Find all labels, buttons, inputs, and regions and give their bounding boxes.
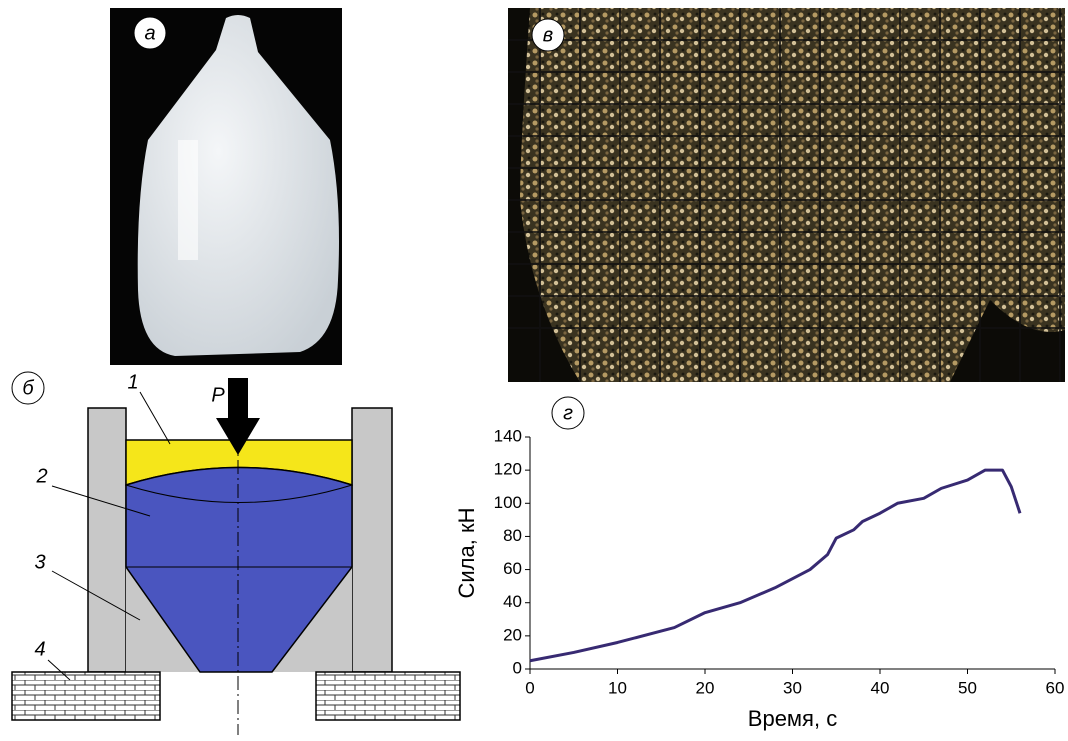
y-tick-label: 120: [494, 460, 522, 479]
y-tick-label: 40: [503, 592, 522, 611]
photo-crystal: [110, 8, 342, 365]
force-label: P: [211, 384, 225, 406]
line-series: [530, 470, 1020, 661]
x-tick-label: 20: [696, 678, 715, 697]
x-tick-label: 40: [871, 678, 890, 697]
panel-label: в: [543, 24, 553, 46]
y-tick-label: 100: [494, 493, 522, 512]
panel-label: б: [22, 377, 34, 399]
part-label: 2: [35, 465, 47, 487]
x-tick-label: 10: [608, 678, 627, 697]
y-tick-label: 60: [503, 559, 522, 578]
y-tick-label: 80: [503, 526, 522, 545]
y-tick-label: 140: [494, 426, 522, 445]
y-axis-title: Сила, кН: [454, 508, 479, 599]
x-tick-label: 0: [525, 678, 534, 697]
photo-grains: [508, 8, 1065, 382]
x-tick-label: 60: [1046, 678, 1065, 697]
y-tick-label: 20: [503, 625, 522, 644]
panel-label: а: [144, 22, 155, 44]
x-axis-title: Время, с: [748, 706, 837, 731]
y-tick-label: 0: [513, 658, 522, 677]
x-tick-label: 30: [783, 678, 802, 697]
chart: 0 20 40 60 80 100 120 140 0 10 20 30 40 50 60 Время, с С…: [454, 426, 1065, 730]
part-label: 4: [34, 638, 45, 660]
part-label: 1: [127, 371, 138, 393]
figure: а в б P 1 2 3 4 г 0 20 40 60 80 100 120 140 0 10 2…: [0, 0, 1068, 736]
part-label: 3: [34, 551, 45, 573]
press-diagram: [12, 378, 460, 735]
panel-label: г: [563, 402, 573, 424]
x-tick-label: 50: [958, 678, 977, 697]
